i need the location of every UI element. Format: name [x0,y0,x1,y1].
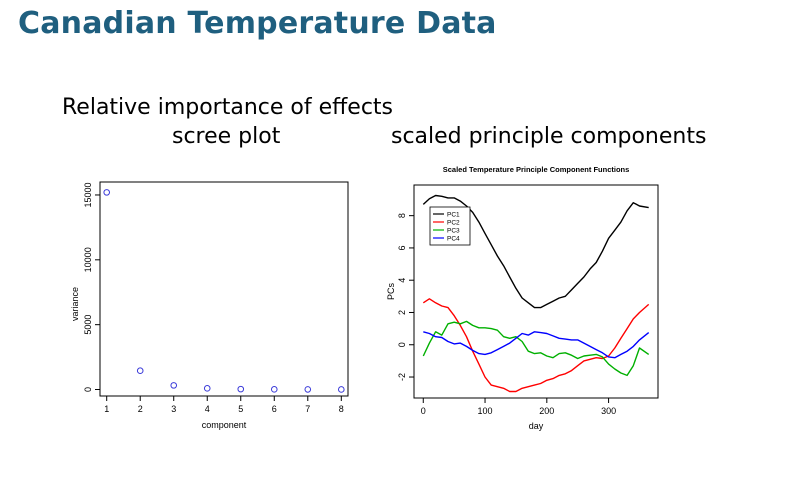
scree-x-tick-label: 3 [171,404,176,414]
scree-y-tick-label: 0 [83,387,93,392]
pc-y-tick-label: 8 [397,213,407,218]
pc-series-line-pc2 [422,298,650,393]
scree-caption-line2: scree plot [172,124,281,149]
scree-x-tick-label: 4 [205,404,210,414]
pc-x-tick-label: 100 [478,406,493,416]
scree-x-tick-label: 1 [104,404,109,414]
pc-frame [413,184,659,399]
pc-series-line-pc4 [423,331,650,359]
pc-y-axis-label: PCs [386,283,396,301]
pc-x-tick-label: 0 [421,406,426,416]
pc-series-line-pc1 [422,194,649,309]
scree-y-tick-label: 5000 [83,315,93,335]
pc-legend-label: PC3 [447,228,460,235]
scree-y-tick-label: 15000 [83,182,93,207]
scree-point [203,385,211,392]
pc-y-tick-label: -2 [397,373,407,381]
pc-y-tick-label: 4 [397,278,407,283]
scree-caption-line1: Relative importance of effects [62,95,394,120]
scree-x-axis-label: component [202,420,247,430]
pc-y-tick-label: 2 [397,310,407,315]
pc-x-axis-label: day [529,421,544,431]
pc-x-tick-label: 300 [601,406,616,416]
scree-x-tick-label: 2 [138,404,143,414]
scree-x-tick-label: 8 [339,404,344,414]
pc-caption: scaled principle components [391,124,707,149]
pc-y-tick-label: 6 [397,245,407,250]
pc-legend-label: PC1 [447,212,460,219]
pc-legend-label: PC4 [447,236,460,243]
pc-chart-title: Scaled Temperature Principle Component F… [443,165,630,174]
scree-x-tick-label: 5 [238,404,243,414]
pc-plot: Scaled Temperature Principle Component F… [386,165,659,431]
scree-frame [99,181,349,397]
scree-point [270,386,278,393]
scree-point [170,382,178,389]
pc-legend-box [429,206,471,246]
pc-y-tick-label: 0 [397,342,407,347]
scree-plot: 1 2 3 4 5 6 7 8 0 5000 10000 15000 component variance [70,181,349,430]
scree-y-tick-label: 10000 [83,247,93,272]
scree-point [337,386,345,393]
scree-point [103,189,111,196]
scree-point [136,367,144,375]
pc-x-tick-label: 200 [539,406,554,416]
scree-x-tick-label: 6 [272,404,277,414]
scree-point [237,385,245,393]
pc-legend-label: PC2 [447,220,460,227]
scree-x-tick-label: 7 [305,404,310,414]
pc-series-line-pc3 [422,320,650,377]
slide-title: Canadian Temperature Data [18,6,497,41]
scree-y-axis-label: variance [70,287,80,321]
scree-point [304,386,312,393]
